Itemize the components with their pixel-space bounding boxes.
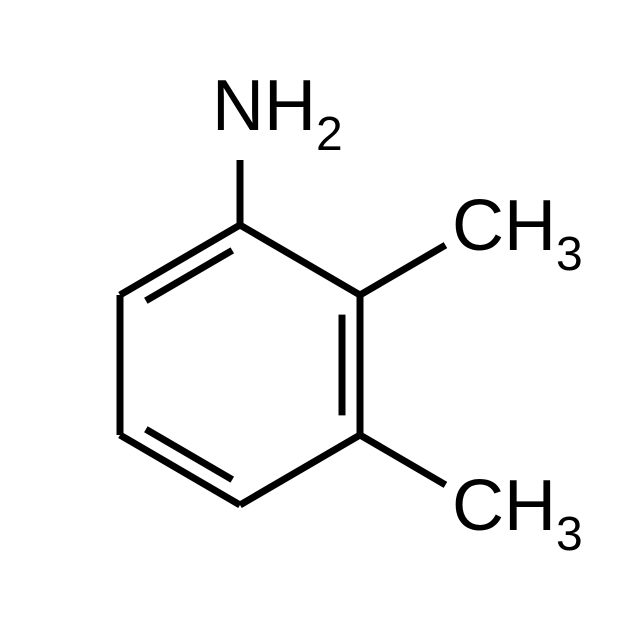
bond-line: [360, 245, 445, 295]
atom-label: NH2: [212, 66, 343, 161]
bond-line: [360, 435, 445, 485]
bond-line: [240, 225, 360, 295]
bond-line: [240, 435, 360, 505]
molecule-diagram: NH2 CH3 CH3: [0, 0, 640, 640]
atom-label: CH3: [452, 186, 583, 281]
atom-label: CH3: [452, 466, 583, 561]
